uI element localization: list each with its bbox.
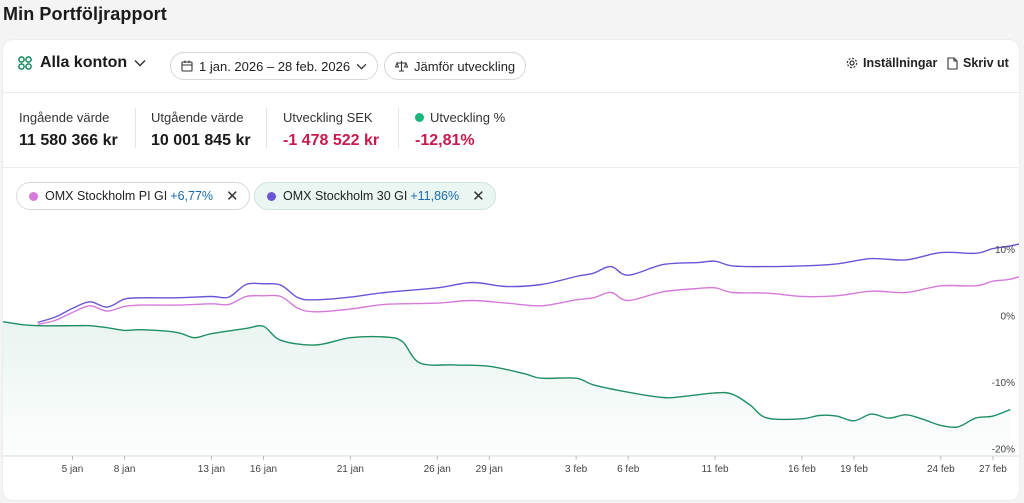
stat-change-sek-value: -1 478 522 kr xyxy=(283,132,380,149)
settings-button[interactable]: Inställningar xyxy=(846,56,937,70)
account-label: Alla konton xyxy=(40,54,128,71)
close-icon[interactable]: ✕ xyxy=(226,187,239,205)
x-tick-label: 21 jan xyxy=(337,464,364,475)
compare-button[interactable]: Jämför utveckling xyxy=(384,52,527,80)
y-tick-label: 0% xyxy=(1001,311,1016,322)
stat-divider xyxy=(398,108,399,148)
document-icon xyxy=(947,56,958,70)
stat-closing: Utgående värde 10 001 845 kr xyxy=(151,110,251,150)
x-tick-label: 3 feb xyxy=(565,464,588,475)
toolbar-divider xyxy=(3,92,1019,93)
portfolio-dot-icon xyxy=(415,113,424,122)
series-dot-icon xyxy=(29,191,38,201)
report-card: 10% 0% -10% -20% 5 jan 8 jan 13 jan 16 jan 21 ja… xyxy=(3,40,1019,500)
y-tick-label: 10% xyxy=(995,245,1015,256)
y-tick-label: -20% xyxy=(992,444,1015,455)
x-tick-label: 11 feb xyxy=(702,464,729,475)
stat-opening-value: 11 580 366 kr xyxy=(19,132,118,149)
compare-label: Jämför utveckling xyxy=(414,58,516,74)
x-tick-label: 16 jan xyxy=(250,464,277,475)
calendar-icon xyxy=(181,60,193,72)
stat-change-pct: Utveckling % -12,81% xyxy=(415,110,505,150)
portfolio-area xyxy=(3,321,1011,456)
line-chart: 10% 0% -10% -20% 5 jan 8 jan 13 jan 16 jan 21 ja… xyxy=(3,243,1019,475)
portfolio-line xyxy=(3,321,1011,428)
x-tick-label: 13 jan xyxy=(198,464,225,475)
compare-chip-omxs30[interactable]: OMX Stockholm 30 GI +11,86% ✕ xyxy=(254,182,496,210)
chip-change: +11,86% xyxy=(410,189,460,203)
stat-opening-label: Ingående värde xyxy=(19,110,110,125)
stat-change-pct-label-row: Utveckling % xyxy=(415,110,505,125)
x-tick-label: 29 jan xyxy=(476,464,503,475)
chip-name: OMX Stockholm PI GI xyxy=(45,189,168,203)
compare-chip-omxspi[interactable]: OMX Stockholm PI GI +6,77% ✕ xyxy=(16,182,250,210)
stat-closing-label: Utgående värde xyxy=(151,110,244,125)
stat-change-sek-label: Utveckling SEK xyxy=(283,110,373,125)
date-range-label: 1 jan. 2026 – 28 feb. 2026 xyxy=(199,58,351,74)
settings-label: Inställningar xyxy=(863,56,938,70)
stat-change-sek: Utveckling SEK -1 478 522 kr xyxy=(283,110,379,150)
print-button[interactable]: Skriv ut xyxy=(947,56,1009,70)
omx-pi-line xyxy=(37,276,1019,326)
stat-opening: Ingående värde 11 580 366 kr xyxy=(19,110,118,150)
chevron-down-icon xyxy=(134,59,146,67)
stat-change-pct-label: Utveckling % xyxy=(430,110,506,125)
date-range-button[interactable]: 1 jan. 2026 – 28 feb. 2026 xyxy=(170,52,379,80)
close-icon[interactable]: ✕ xyxy=(472,187,485,205)
x-tick-label: 5 jan xyxy=(62,464,84,475)
stat-divider xyxy=(266,108,267,148)
x-tick-label: 26 jan xyxy=(424,464,451,475)
x-tick-label: 16 feb xyxy=(788,464,816,475)
scale-icon xyxy=(395,61,408,72)
gear-icon xyxy=(846,57,858,69)
x-tick-label: 8 jan xyxy=(114,464,136,475)
series-dot-icon xyxy=(267,191,276,201)
page-title: Min Portföljrapport xyxy=(3,4,167,24)
x-tick-label: 24 feb xyxy=(927,464,955,475)
stats-divider xyxy=(3,167,1019,168)
stat-divider xyxy=(135,108,136,148)
stat-closing-value: 10 001 845 kr xyxy=(151,132,251,149)
x-tick-label: 6 feb xyxy=(617,464,640,475)
chip-name: OMX Stockholm 30 GI xyxy=(283,189,408,203)
chevron-down-icon xyxy=(356,63,367,70)
account-selector[interactable]: Alla konton xyxy=(17,54,146,72)
print-label: Skriv ut xyxy=(963,56,1009,70)
omx-30-line xyxy=(37,243,1019,324)
x-tick-label: 19 feb xyxy=(840,464,868,475)
y-tick-label: -10% xyxy=(992,378,1015,389)
stat-change-pct-value: -12,81% xyxy=(415,132,475,149)
toolbar: Alla konton 1 jan. 2026 – 28 feb. 2026 J… xyxy=(3,40,1019,92)
x-tick-label: 27 feb xyxy=(979,464,1007,475)
grid-icon xyxy=(18,56,32,70)
chip-change: +6,77% xyxy=(170,189,214,203)
